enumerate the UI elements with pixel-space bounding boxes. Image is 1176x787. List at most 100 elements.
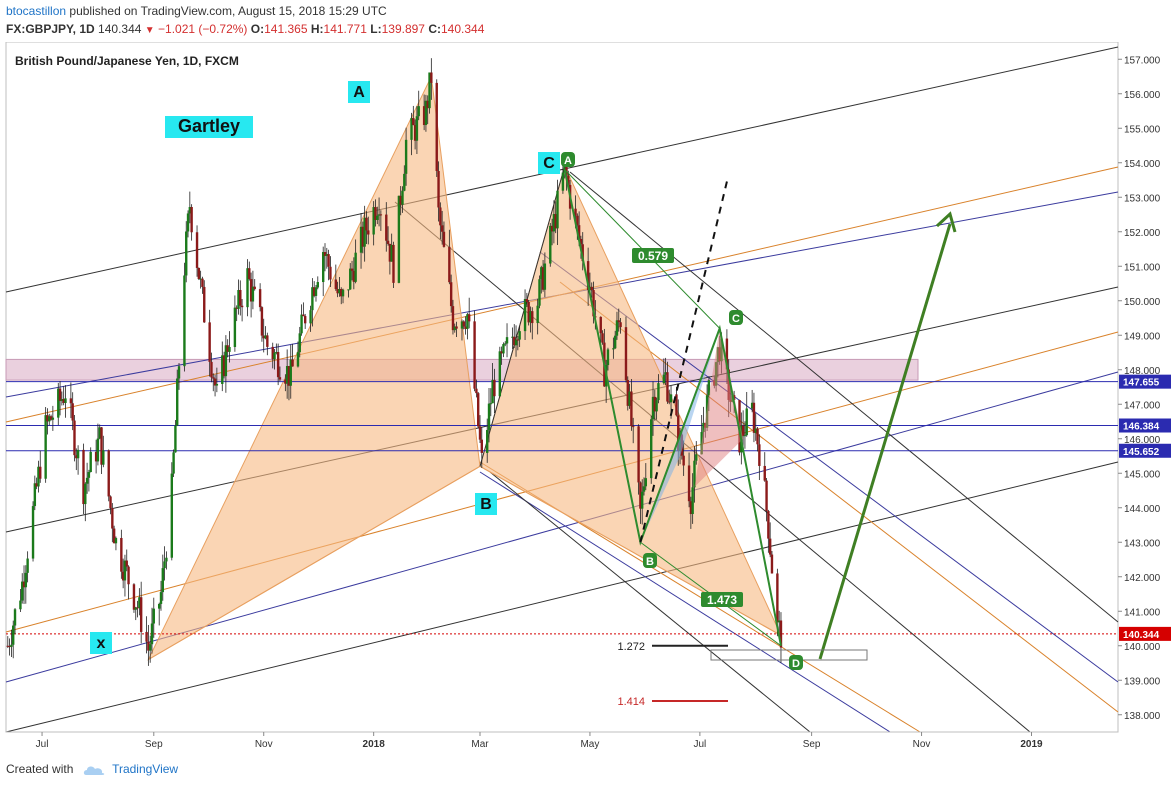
open-label: O: [250, 22, 265, 36]
candle-body [100, 427, 103, 465]
candle-body [554, 214, 557, 229]
pattern-name-label-bg [165, 116, 253, 138]
candle-body [199, 278, 202, 280]
candle-body [579, 238, 583, 245]
candle-body [549, 225, 552, 264]
candle-body [428, 72, 431, 109]
candle-body [134, 607, 137, 610]
y-tick-label-6: 144.000 [1124, 504, 1161, 515]
candle-body [235, 307, 238, 309]
candle-body [62, 399, 65, 403]
candle-body [314, 287, 318, 296]
candle-body [415, 116, 419, 141]
candle-body [125, 560, 128, 567]
candle-body [172, 452, 175, 474]
candle-body [565, 160, 568, 176]
candle-body [385, 214, 388, 241]
candle-body [212, 377, 215, 379]
candle-body [57, 388, 60, 418]
candle-body [538, 279, 541, 306]
candle-body [183, 275, 186, 367]
ratio-label-1: 1.473 [707, 593, 737, 607]
candle-body [298, 333, 301, 353]
candle-body [278, 377, 282, 380]
candle-body [615, 320, 619, 336]
channel-line-down-6 [479, 471, 891, 733]
price-chart[interactable]: British Pound/Japanese Yen, 1D, FXCM 1.27… [0, 42, 1176, 755]
candle-body [228, 347, 231, 352]
y-tick-label-1: 139.000 [1124, 676, 1161, 687]
candle-body [349, 268, 352, 290]
candle-body [111, 508, 114, 529]
candle-body [87, 472, 91, 478]
candle-body [96, 438, 100, 462]
candle-body [451, 306, 455, 331]
candle-body [6, 645, 10, 647]
candle-body [770, 554, 774, 574]
candle-body [630, 391, 633, 427]
candle-body [291, 359, 294, 367]
candle-body [403, 173, 406, 191]
candle-body [514, 339, 518, 346]
candle-body [94, 451, 98, 462]
y-tick-label-12: 150.000 [1124, 297, 1161, 308]
label-x-bg [90, 632, 112, 654]
tradingview-link[interactable]: TradingView [112, 762, 179, 776]
candle-body [121, 571, 125, 581]
candle-body [599, 316, 602, 334]
candle-body [136, 607, 139, 609]
candle-body [430, 72, 433, 83]
label-A-bg [348, 81, 370, 103]
candle-body [336, 289, 339, 294]
candle-body [424, 100, 428, 126]
candle-body [613, 335, 617, 349]
candle-body [102, 450, 105, 465]
candle-body [504, 343, 507, 345]
candle-body [139, 597, 143, 632]
close-label: C: [428, 22, 441, 36]
created-with-text: Created with [6, 762, 74, 776]
candle-body [365, 217, 368, 231]
small-label-B: B [646, 556, 654, 568]
candle-body [552, 214, 556, 232]
candle-body [147, 641, 150, 651]
candle-body [157, 603, 161, 609]
candle-body [741, 425, 745, 437]
candle-body [662, 374, 666, 384]
candle-body [287, 365, 291, 386]
candle-body [777, 620, 781, 623]
small-label-C-bg [729, 310, 743, 325]
candle-body [536, 305, 539, 324]
candle-body [518, 331, 521, 340]
candle-body [112, 528, 116, 544]
ratio-label-0: 0.579 [638, 249, 668, 263]
candle-body [303, 316, 307, 324]
candle-body [639, 482, 642, 509]
candle-body [325, 254, 329, 256]
candle-body [401, 190, 404, 205]
candle-body [26, 558, 29, 573]
candle-body [392, 244, 395, 283]
candle-body [264, 335, 267, 339]
candle-body [240, 305, 244, 308]
candle-body [19, 600, 22, 610]
candle-body [486, 429, 489, 453]
candle-body [239, 289, 242, 306]
author-link[interactable]: btocastillon [6, 4, 67, 18]
candle-body [195, 232, 199, 268]
candle-body [284, 379, 287, 384]
candle-body [338, 289, 341, 294]
candle-body [650, 419, 653, 479]
small-label-D-bg [789, 655, 803, 670]
candle-body [397, 195, 401, 283]
small-label-A: A [564, 155, 572, 167]
label-C: C [543, 155, 555, 172]
candle-body [493, 379, 496, 397]
candle-body [687, 465, 691, 502]
candle-body [226, 345, 229, 352]
channel-line-down-4 [559, 281, 1119, 713]
channel-line-up-5 [5, 461, 1119, 733]
candle-body [210, 361, 213, 378]
candle-body [413, 125, 417, 141]
y-tick-label-11: 149.000 [1124, 331, 1161, 342]
